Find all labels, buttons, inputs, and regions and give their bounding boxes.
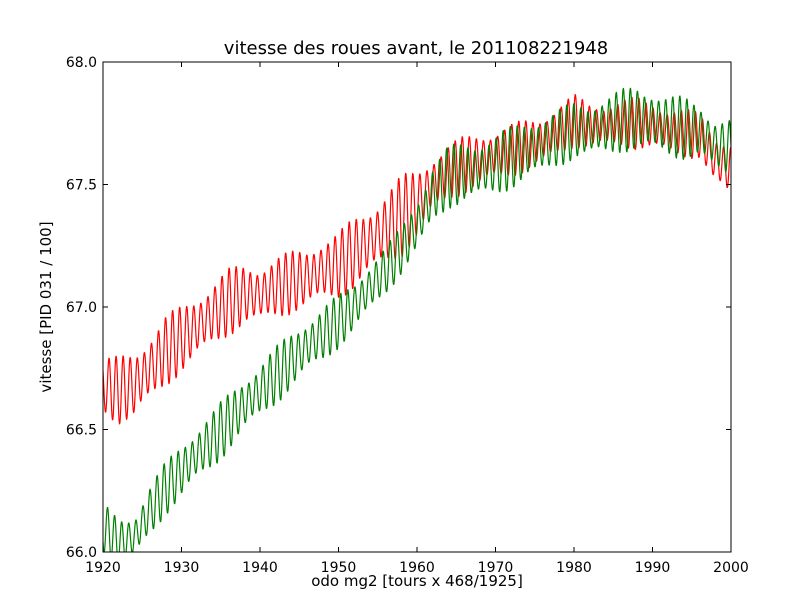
x-tick-label: 1940	[242, 560, 278, 576]
x-tick-label: 1930	[164, 560, 200, 576]
series-line-2	[103, 87, 731, 552]
x-axis: 1920 1930 1940 1950 1960 1970 1980 1990 2000	[85, 62, 749, 576]
x-tick-label: 1970	[478, 560, 514, 576]
y-tick-label: 67.0	[66, 300, 97, 316]
x-axis-label: odo mg2 [tours x 468/1925]	[311, 572, 523, 590]
y-axis: 66.0 66.5 67.0 67.5 68.0	[66, 55, 731, 561]
y-tick-label: 66.0	[66, 545, 97, 561]
y-axis-label: vitesse [PID 031 / 100]	[37, 221, 55, 392]
x-tick-label: 1980	[556, 560, 592, 576]
x-tick-label: 1950	[321, 560, 357, 576]
x-tick-label: 2000	[713, 560, 749, 576]
x-tick-label: 1990	[635, 560, 671, 576]
chart-title: vitesse des roues avant, le 201108221948	[224, 38, 608, 59]
x-tick-label: 1920	[85, 560, 121, 576]
y-tick-label: 66.5	[66, 423, 97, 439]
y-tick-label: 67.5	[66, 178, 97, 194]
series-layer	[103, 87, 731, 552]
x-tick-label: 1960	[399, 560, 435, 576]
y-tick-label: 68.0	[66, 55, 97, 71]
